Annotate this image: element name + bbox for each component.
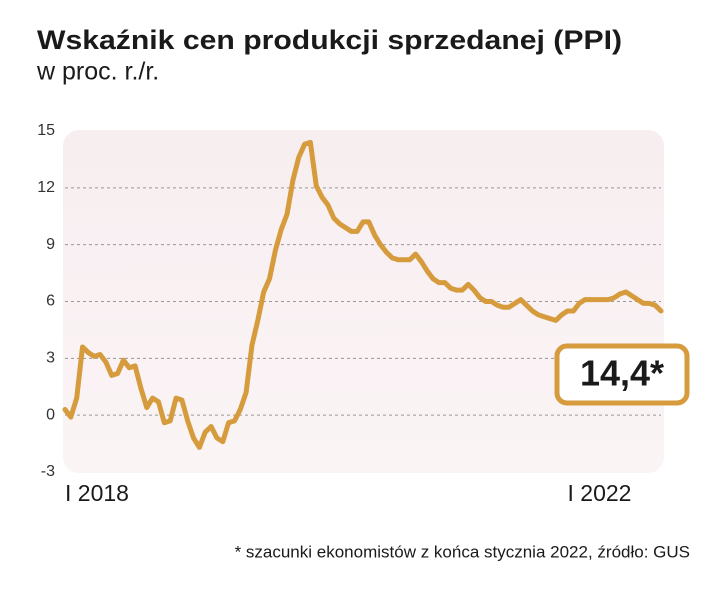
y-tick-label: 0 [46, 406, 55, 423]
chart-subtitle: w proc. r./r. [36, 58, 159, 86]
x-tick-label: I 2022 [568, 480, 632, 506]
y-tick-label: 15 [37, 122, 55, 139]
y-tick-label: 6 [46, 293, 55, 310]
plot-area [63, 130, 664, 473]
annotation: 14,4* [580, 353, 664, 394]
y-tick-label: 12 [37, 179, 55, 196]
y-tick-label: 9 [46, 236, 55, 253]
y-tick-label: -3 [41, 463, 55, 480]
annotation-box [554, 343, 690, 406]
chart-title: Wskaźnik cen produkcji sprzedanej (PPI) [37, 25, 622, 55]
y-tick-label: 3 [46, 350, 55, 367]
data-line [62, 139, 664, 450]
footnote: * szacunki ekonomistów z końca stycznia … [235, 542, 690, 561]
x-tick-label: I 2018 [65, 480, 129, 506]
